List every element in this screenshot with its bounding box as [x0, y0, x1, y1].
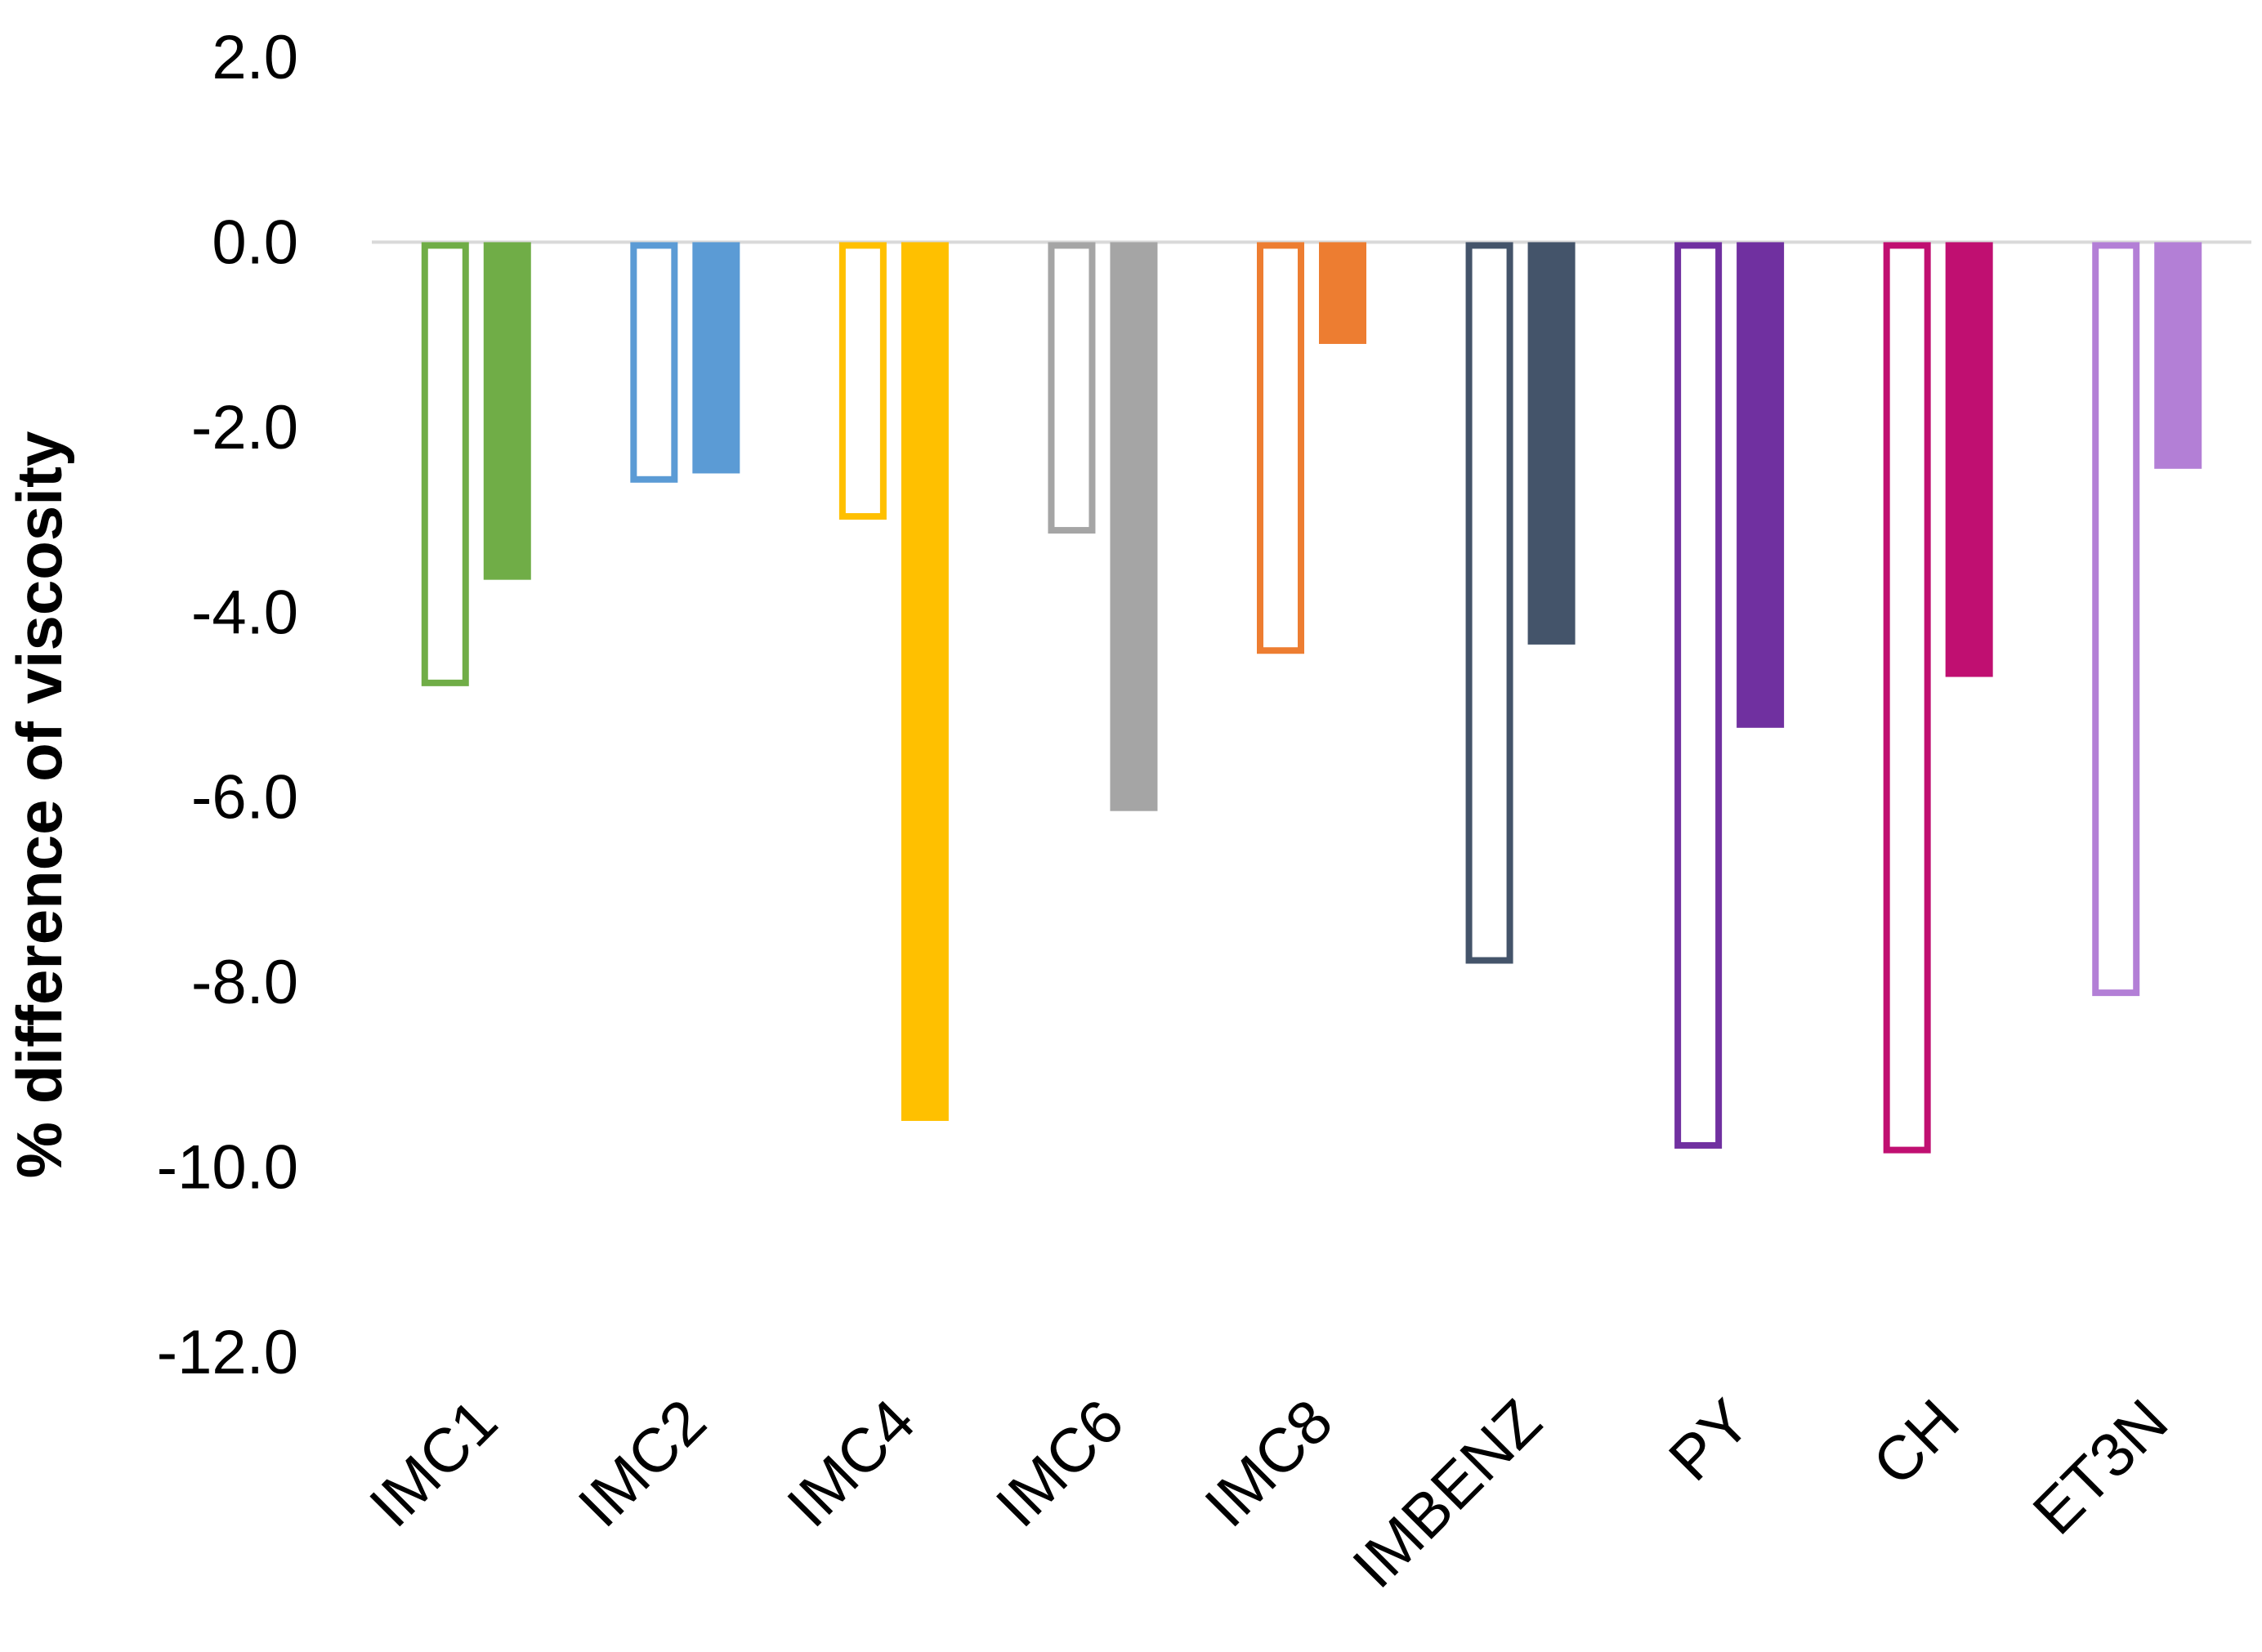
filled-bar-imc4	[901, 242, 949, 1121]
y-tick-label: 2.0	[212, 23, 298, 92]
outline-bar-et3n	[2092, 242, 2140, 997]
y-tick-label: -12.0	[157, 1318, 298, 1387]
y-axis-title: % difference of viscosity	[3, 431, 75, 1179]
y-tick-label: 0.0	[212, 208, 298, 277]
filled-bar-py	[1737, 242, 1785, 728]
x-tick-label: IMC6	[983, 1386, 1137, 1540]
outline-bar-imc4	[838, 242, 887, 520]
x-tick-label: IMC1	[356, 1386, 510, 1540]
outline-bar-imc2	[630, 242, 678, 483]
outline-bar-imbenz	[1465, 242, 1513, 964]
outline-bar-ch	[1883, 242, 1931, 1154]
x-tick-label: PY	[1656, 1386, 1764, 1494]
x-tick-label: IMC2	[566, 1386, 719, 1540]
filled-bar-imc2	[692, 242, 740, 474]
x-tick-label: ET3N	[2020, 1386, 2181, 1547]
x-tick-label: IMBENZ	[1339, 1386, 1554, 1601]
outline-bar-imc1	[421, 242, 469, 686]
filled-bar-et3n	[2154, 242, 2202, 469]
y-tick-label: -8.0	[191, 948, 298, 1017]
filled-bar-imc6	[1110, 242, 1158, 811]
x-tick-label: CH	[1860, 1386, 1973, 1499]
outline-bar-imc6	[1048, 242, 1096, 534]
outline-bar-imc8	[1257, 242, 1304, 654]
filled-bar-imbenz	[1527, 242, 1576, 645]
x-tick-label: IMC4	[774, 1386, 928, 1540]
filled-bar-imc1	[483, 242, 531, 580]
y-tick-label: -6.0	[191, 763, 298, 833]
bars	[421, 242, 2202, 1154]
filled-bar-ch	[1945, 242, 1993, 677]
filled-bar-imc8	[1319, 242, 1366, 344]
y-tick-label: -10.0	[157, 1133, 298, 1203]
outline-bar-py	[1674, 242, 1723, 1149]
x-tick-label: IMC8	[1192, 1386, 1346, 1540]
y-tick-label: -2.0	[191, 393, 298, 462]
y-axis-ticks: 2.0 0.0 -2.0 -4.0 -6.0 -8.0 -10.0 -12.0	[157, 23, 298, 1387]
y-tick-label: -4.0	[191, 578, 298, 647]
